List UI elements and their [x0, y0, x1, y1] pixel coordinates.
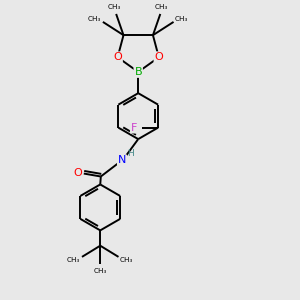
Text: O: O [113, 52, 122, 62]
Text: H: H [127, 149, 134, 158]
Text: O: O [154, 52, 163, 62]
Text: CH₃: CH₃ [120, 257, 134, 263]
Text: B: B [134, 67, 142, 77]
Text: CH₃: CH₃ [155, 4, 169, 10]
Text: N: N [118, 155, 126, 165]
Text: CH₃: CH₃ [94, 268, 107, 274]
Text: CH₃: CH₃ [67, 257, 80, 263]
Text: O: O [74, 168, 82, 178]
Text: CH₃: CH₃ [175, 16, 188, 22]
Text: CH₃: CH₃ [88, 16, 101, 22]
Text: F: F [131, 123, 137, 133]
Text: CH₃: CH₃ [108, 4, 122, 10]
